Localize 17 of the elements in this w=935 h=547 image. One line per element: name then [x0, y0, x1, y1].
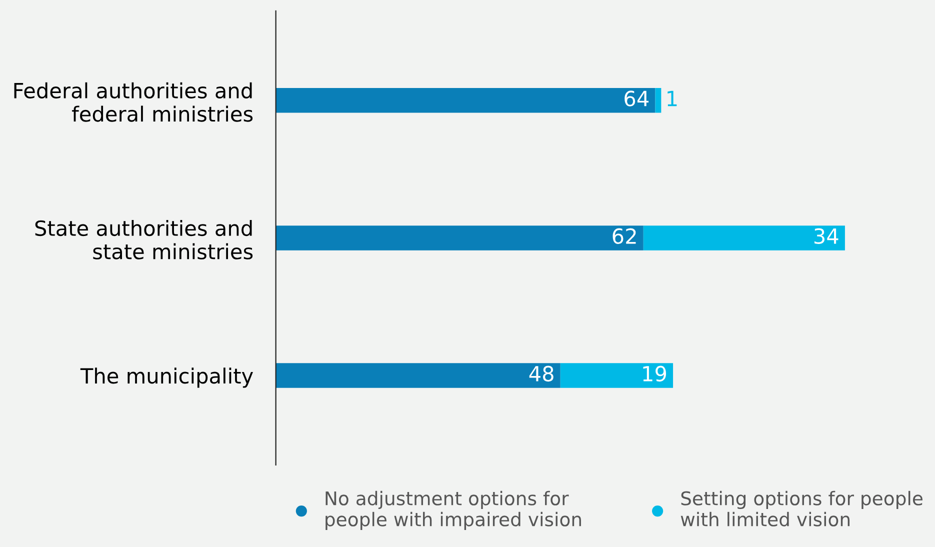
data-label: 62	[612, 228, 636, 244]
data-label: 48	[529, 366, 554, 382]
y-tick-label: The municipality	[80, 368, 253, 388]
legend-label: Setting options for people with limited vision	[680, 490, 922, 526]
legend-label: No adjustment options for people with impaired vision	[326, 490, 581, 530]
data-label: 1	[668, 90, 677, 106]
bar	[560, 363, 674, 388]
bar	[276, 226, 644, 250]
data-label: 34	[814, 228, 838, 244]
bar	[655, 88, 662, 113]
bar	[276, 363, 560, 388]
data-label: 64	[624, 90, 649, 106]
y-tick-label: State authorities and state ministries	[35, 220, 253, 260]
data-label: 19	[643, 366, 666, 382]
y-tick-label: Federal authorities and federal ministries	[14, 82, 253, 122]
bar	[643, 226, 845, 250]
bar	[276, 88, 656, 113]
